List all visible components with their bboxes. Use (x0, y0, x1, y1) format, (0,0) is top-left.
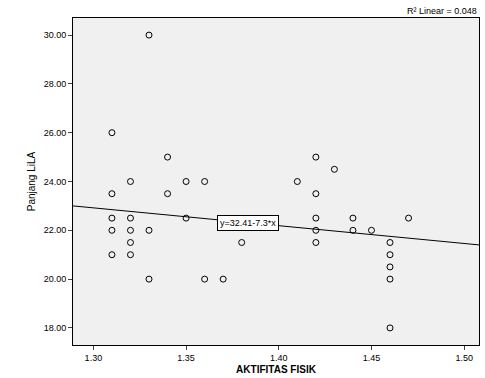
svg-text:1.35: 1.35 (177, 353, 195, 363)
svg-text:1.30: 1.30 (85, 353, 103, 363)
svg-text:18.00: 18.00 (44, 323, 67, 333)
svg-text:30.00: 30.00 (44, 30, 67, 40)
svg-text:1.45: 1.45 (363, 353, 381, 363)
svg-text:AKTIFITAS FISIK: AKTIFITAS FISIK (236, 364, 317, 375)
svg-text:28.00: 28.00 (44, 79, 67, 89)
svg-text:Panjang LiLA: Panjang LiLA (26, 151, 37, 211)
svg-text:20.00: 20.00 (44, 274, 67, 284)
svg-text:24.00: 24.00 (44, 177, 67, 187)
svg-text:y=32.41-7.3*x: y=32.41-7.3*x (220, 218, 276, 228)
svg-text:22.00: 22.00 (44, 225, 67, 235)
svg-text:26.00: 26.00 (44, 128, 67, 138)
svg-text:1.50: 1.50 (455, 353, 473, 363)
svg-text:1.40: 1.40 (270, 353, 288, 363)
svg-text:R² Linear = 0.048: R² Linear = 0.048 (407, 6, 477, 16)
